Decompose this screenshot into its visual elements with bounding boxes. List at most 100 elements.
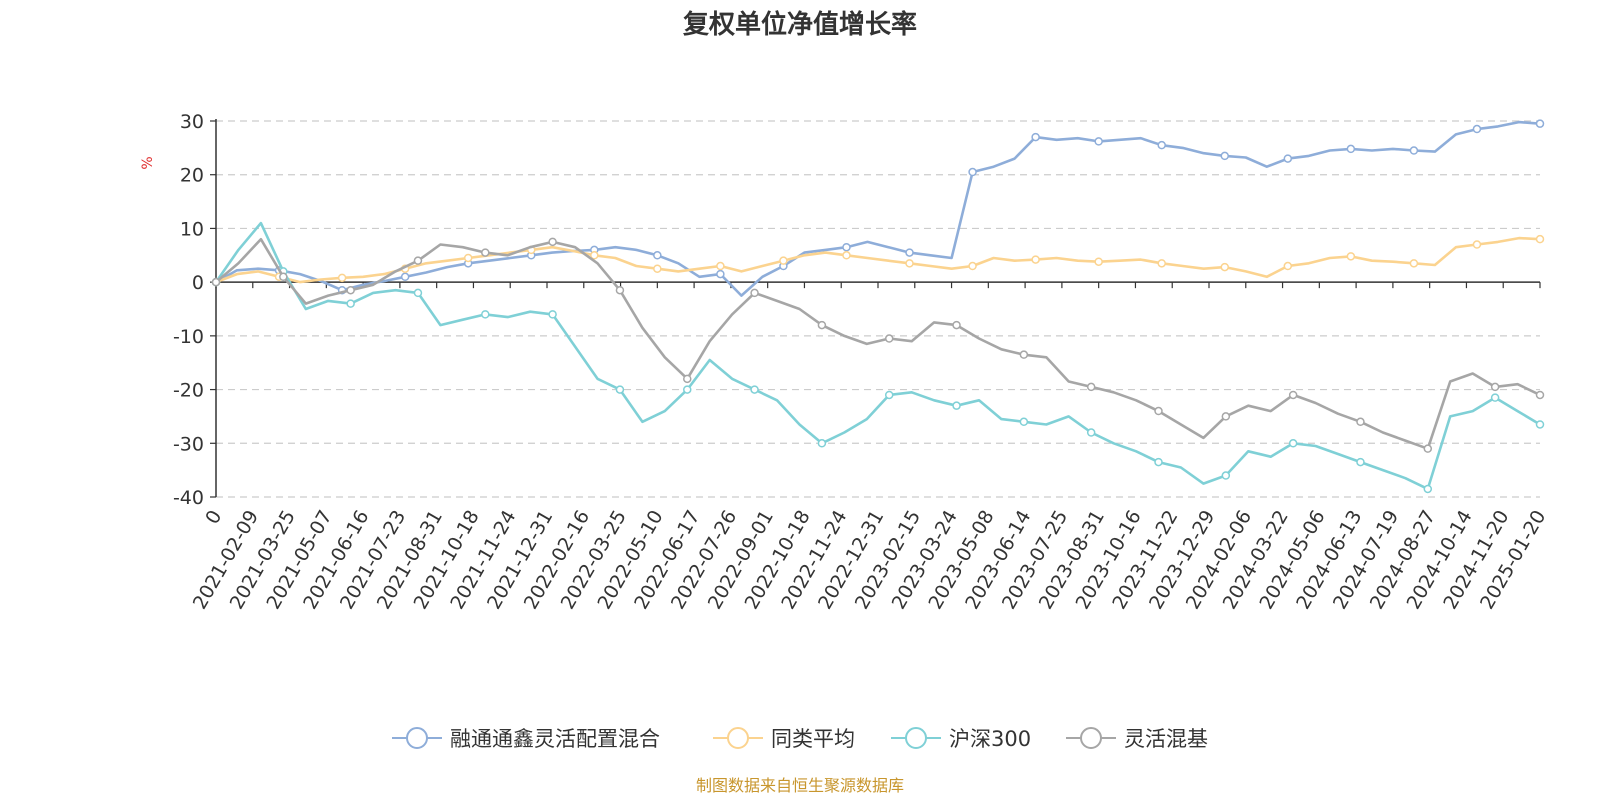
legend-label: 同类平均 xyxy=(771,727,855,751)
series-point-1 xyxy=(842,251,851,260)
series-point-0 xyxy=(1031,132,1040,142)
series-point-2 xyxy=(952,401,961,410)
series-point-2 xyxy=(683,385,692,394)
series-point-0 xyxy=(716,269,725,279)
x-tick-label: 0 xyxy=(201,507,226,528)
series-point-1 xyxy=(905,259,914,268)
series-point-3 xyxy=(211,277,221,287)
series-point-0 xyxy=(653,251,662,260)
series-point-0 xyxy=(1283,154,1293,163)
series-point-3 xyxy=(413,256,423,265)
series-point-2 xyxy=(413,288,423,298)
legend-label: 灵活混基 xyxy=(1124,727,1208,751)
series-point-0 xyxy=(905,248,914,257)
y-tick-label: -30 xyxy=(173,433,204,455)
series-point-3 xyxy=(750,288,759,298)
series-point-1 xyxy=(337,273,347,283)
series-point-3 xyxy=(1356,417,1365,427)
series-point-1 xyxy=(1157,259,1166,268)
series-point-0 xyxy=(1157,140,1166,150)
grid xyxy=(216,120,1540,498)
series-point-2 xyxy=(1423,484,1433,494)
series-point-3 xyxy=(615,285,625,295)
series-point-3 xyxy=(346,285,355,295)
series-point-3 xyxy=(1154,406,1163,416)
series-point-2 xyxy=(548,310,557,319)
series-line-2 xyxy=(214,221,1541,491)
legend-label: 沪深300 xyxy=(949,727,1031,751)
series-point-0 xyxy=(400,272,410,282)
legend-label: 融通通鑫灵活配置混合 xyxy=(450,727,660,751)
series-point-1 xyxy=(1472,240,1482,249)
series-point-1 xyxy=(1283,261,1293,271)
series-point-2 xyxy=(1356,457,1365,467)
series-point-0 xyxy=(1409,146,1419,155)
series-point-3 xyxy=(1019,350,1029,359)
series-line-1 xyxy=(215,236,1541,284)
series-point-1 xyxy=(1535,234,1545,244)
series-point-0 xyxy=(1094,137,1103,146)
series-point-2 xyxy=(750,385,759,394)
series-point-2 xyxy=(1288,439,1298,448)
series-point-0 xyxy=(1472,124,1482,134)
series-point-0 xyxy=(1220,151,1230,161)
series-point-3 xyxy=(952,320,961,330)
y-tick-label: -10 xyxy=(173,326,204,348)
series-point-2 xyxy=(1086,428,1096,437)
series-point-2 xyxy=(481,310,490,319)
series-point-3 xyxy=(1535,390,1545,400)
series-point-2 xyxy=(1154,457,1163,467)
y-tick-label: -40 xyxy=(173,487,204,509)
legend-marker xyxy=(406,727,428,749)
series-point-1 xyxy=(779,256,788,265)
series-point-2 xyxy=(1019,417,1029,427)
y-tick-label: 0 xyxy=(192,272,204,294)
series-point-2 xyxy=(1490,393,1500,402)
series-point-3 xyxy=(683,374,692,384)
source-note: 制图数据来自恒生聚源数据库 xyxy=(696,776,904,795)
series-point-2 xyxy=(1535,420,1545,429)
series-point-1 xyxy=(653,264,662,273)
y-tick-label: -20 xyxy=(173,380,204,402)
series-line-3 xyxy=(215,237,1541,450)
series-point-1 xyxy=(716,261,725,271)
series-point-3 xyxy=(817,320,827,330)
series-point-1 xyxy=(1409,259,1419,268)
legend-marker xyxy=(905,727,927,749)
series-point-3 xyxy=(1221,412,1231,421)
series-point-0 xyxy=(842,242,851,252)
legend-marker xyxy=(1080,727,1102,749)
series-point-3 xyxy=(884,334,894,343)
series-point-3 xyxy=(1490,382,1500,392)
series-point-1 xyxy=(1346,252,1356,261)
series-point-2 xyxy=(884,390,894,400)
series-point-1 xyxy=(463,253,473,263)
series-point-0 xyxy=(1535,119,1545,128)
legend[interactable]: 融通通鑫灵活配置混合 同类平均 沪深300 灵活混基 xyxy=(392,727,1208,751)
series-line-0 xyxy=(215,120,1541,297)
series-point-1 xyxy=(968,261,977,271)
series-point-3 xyxy=(1288,390,1298,400)
series-point-0 xyxy=(1346,144,1356,154)
series-lines xyxy=(211,119,1545,494)
y-tick-label: 20 xyxy=(180,165,204,187)
series-point-1 xyxy=(590,251,599,260)
series-point-3 xyxy=(1423,444,1433,453)
series-point-2 xyxy=(615,385,625,394)
series-point-1 xyxy=(1031,255,1040,264)
series-point-3 xyxy=(279,272,288,282)
series-point-3 xyxy=(481,248,490,257)
y-tick-label: 10 xyxy=(180,218,204,240)
axes: 3020100-10-20-30-4002021-02-092021-03-25… xyxy=(173,111,1550,613)
series-point-1 xyxy=(1094,257,1103,266)
y-axis-unit: % xyxy=(140,156,156,169)
series-point-1 xyxy=(1220,262,1230,272)
series-point-3 xyxy=(548,237,557,247)
series-point-3 xyxy=(1086,382,1096,392)
series-point-2 xyxy=(346,299,355,308)
chart-title: 复权单位净值增长率 xyxy=(683,9,917,40)
y-tick-label: 30 xyxy=(180,111,204,133)
legend-marker xyxy=(727,727,749,749)
series-point-2 xyxy=(817,439,827,448)
